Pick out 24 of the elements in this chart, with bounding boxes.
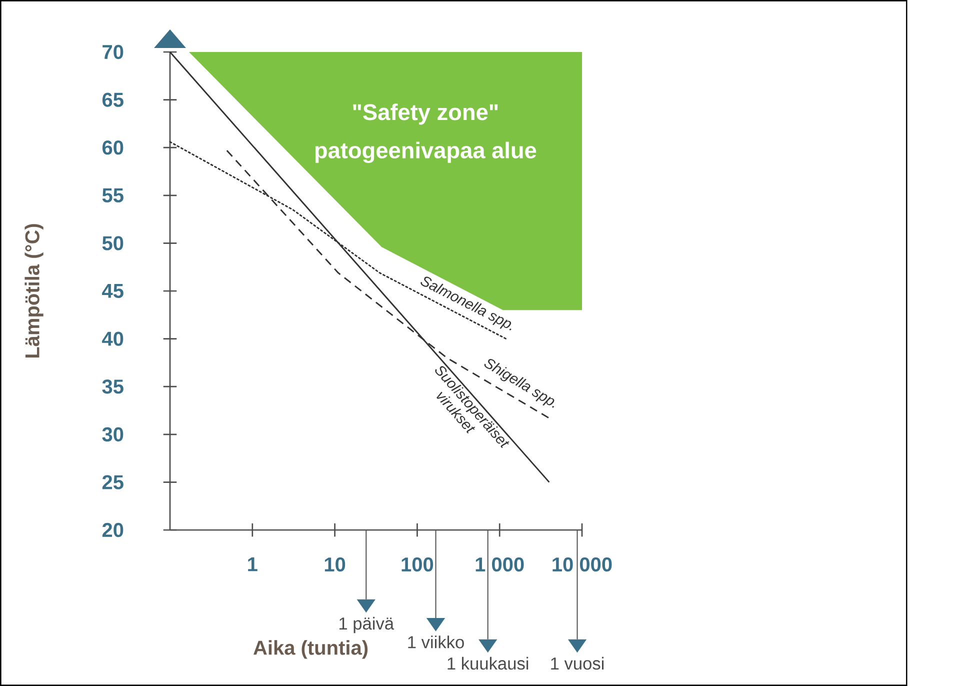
x-tick-label: 10 bbox=[324, 557, 346, 572]
x-axis-title: Aika (tuntia) bbox=[253, 640, 368, 659]
y-tick-label: 40 bbox=[102, 332, 124, 346]
y-tick-label: 30 bbox=[102, 427, 124, 442]
y-tick-label: 70 bbox=[102, 44, 124, 60]
ref-line-label: 1 päivä bbox=[340, 616, 394, 634]
y-tick-label: 65 bbox=[102, 92, 124, 107]
x-tick-label: 1 bbox=[248, 557, 258, 572]
y-tick-label: 25 bbox=[102, 475, 124, 490]
y-tick-label: 55 bbox=[102, 188, 124, 202]
annotation: patogeenivapaa alue bbox=[315, 142, 536, 164]
y-tick-label: 50 bbox=[102, 236, 124, 250]
y-tick-label: 20 bbox=[102, 522, 124, 538]
ref-line-label: 1 vuosi bbox=[551, 656, 604, 670]
ref-line-label: 1 viikko bbox=[408, 636, 464, 648]
ref-line-label: 1 kuukausi bbox=[448, 656, 528, 670]
y-tick-label: 60 bbox=[102, 140, 124, 155]
x-tick-label: 10 000 bbox=[552, 557, 612, 572]
y-axis-title: Lämpötila (°C) bbox=[24, 224, 44, 358]
annotation: "Safety zone" bbox=[353, 104, 498, 125]
x-tick-label: 100 bbox=[402, 557, 434, 572]
y-tick-label: 35 bbox=[102, 380, 124, 394]
x-tick-label: 1 000 bbox=[476, 557, 524, 572]
y-tick-label: 45 bbox=[102, 284, 124, 298]
